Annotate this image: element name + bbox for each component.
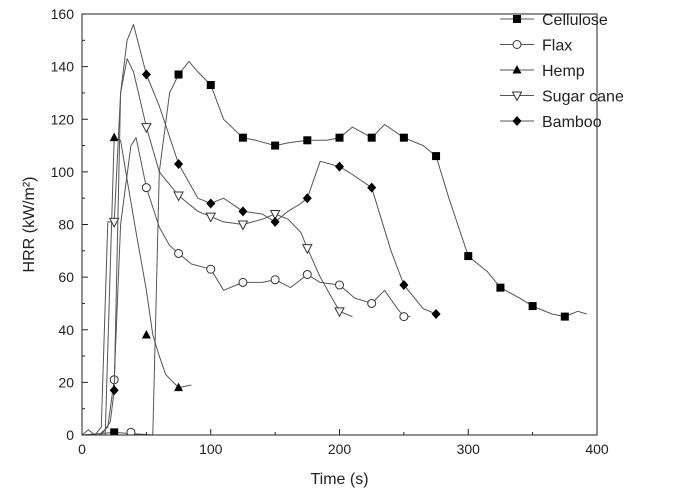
data-point (335, 133, 344, 142)
data-point (141, 183, 151, 193)
data-point (173, 191, 184, 202)
data-point (302, 269, 312, 279)
data-point (496, 283, 505, 292)
data-point (206, 264, 216, 274)
legend-label: Bamboo (542, 114, 602, 131)
x-axis-title: Time (s) (310, 471, 368, 488)
legend-marker (512, 65, 522, 74)
data-point (205, 212, 217, 223)
data-point (108, 217, 120, 228)
data-point (238, 277, 248, 287)
series-line (82, 137, 411, 435)
y-tick-label: 20 (58, 374, 74, 390)
legend-label: Cellulose (542, 12, 608, 29)
data-point (174, 158, 184, 169)
x-tick-label: 100 (199, 441, 223, 457)
y-axis-title: HRR (kW/m²) (21, 177, 38, 273)
data-point (109, 132, 119, 142)
legend-item: Bamboo (500, 114, 602, 131)
data-point (126, 427, 136, 435)
y-tick-label: 160 (51, 6, 75, 22)
data-point (269, 209, 281, 221)
data-point (367, 182, 377, 193)
x-tick-label: 400 (585, 441, 609, 457)
y-tick-label: 60 (58, 269, 74, 285)
legend-item: Hemp (500, 63, 585, 80)
data-point (141, 123, 152, 134)
series-line (82, 58, 353, 435)
data-point (335, 280, 344, 290)
data-point (528, 302, 537, 311)
y-tick-label: 0 (66, 427, 74, 443)
series-sugar-cane (82, 58, 353, 435)
x-tick-label: 0 (78, 441, 86, 457)
legend-label: Sugar cane (542, 89, 624, 106)
legend-item: Sugar cane (500, 89, 624, 106)
data-point (335, 161, 344, 172)
data-point (238, 133, 247, 142)
y-axis: 0 20 40 60 80 100 120 140 160 (51, 6, 88, 443)
series-line (82, 60, 587, 435)
data-point (302, 193, 312, 204)
y-tick-label: 140 (51, 59, 75, 75)
data-point (431, 308, 441, 319)
legend-marker (511, 91, 523, 102)
data-point (141, 69, 151, 80)
data-point (560, 312, 569, 321)
legend-label: Hemp (542, 63, 585, 80)
y-tick-label: 100 (51, 164, 75, 180)
data-point (206, 81, 215, 90)
data-point (109, 385, 119, 396)
plot-area (82, 24, 587, 435)
data-point (367, 298, 377, 308)
data-point (174, 248, 184, 258)
legend-marker (512, 40, 522, 49)
data-point (270, 216, 280, 227)
data-point (399, 280, 409, 291)
y-tick-label: 120 (51, 111, 75, 127)
data-point (432, 152, 441, 161)
data-point (301, 244, 313, 255)
data-point (238, 206, 248, 217)
data-point (464, 252, 473, 261)
legend: Cellulose Flax Hemp Sugar cane Bamboo (500, 12, 624, 131)
data-point (174, 70, 183, 79)
data-point (303, 136, 312, 145)
data-point (174, 382, 184, 392)
data-point (334, 307, 345, 318)
series-bamboo (82, 24, 441, 435)
series-cellulose (82, 60, 587, 435)
y-tick-label: 40 (58, 322, 74, 338)
series-hemp (82, 132, 192, 435)
y-tick-label: 80 (58, 217, 74, 233)
series-line (82, 137, 192, 435)
data-point (206, 198, 216, 209)
legend-item: Cellulose (500, 12, 608, 29)
data-point (141, 330, 151, 339)
legend-marker (512, 116, 522, 126)
data-point (237, 220, 249, 231)
x-axis: 0 100 200 300 400 (78, 429, 609, 457)
series-line (82, 24, 437, 435)
legend-label: Flax (542, 38, 572, 55)
legend-marker (513, 15, 521, 23)
series-flax (82, 137, 411, 435)
data-point (110, 428, 119, 435)
data-point (270, 275, 280, 285)
data-point (399, 133, 408, 142)
data-point (367, 133, 376, 142)
x-tick-label: 200 (328, 441, 352, 457)
x-tick-label: 300 (457, 441, 481, 457)
data-point (271, 141, 280, 150)
plot-frame (81, 13, 598, 436)
legend-item: Flax (500, 38, 572, 55)
data-point (399, 312, 409, 322)
